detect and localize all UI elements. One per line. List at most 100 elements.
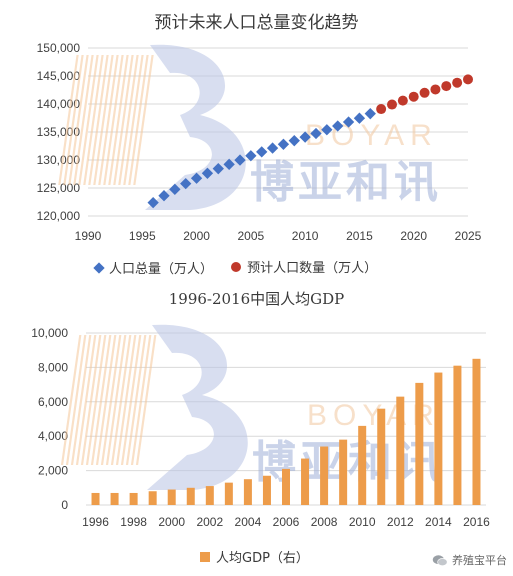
watermark-stripe [68, 55, 89, 185]
data-point-forecast [387, 99, 397, 110]
y-tick-label: 6,000 [38, 395, 68, 409]
bar-gdp [396, 396, 405, 505]
population-legend: 人口总量（万人） 预计人口数量（万人） [93, 257, 391, 277]
watermark-stripe [103, 55, 124, 185]
bar-gdp [167, 489, 176, 505]
data-point-population [256, 146, 268, 158]
watermark-cjk: 博亚和讯 [250, 158, 442, 207]
data-point-population [190, 172, 203, 184]
data-point-forecast [430, 84, 441, 95]
x-tick-label: 2008 [311, 515, 338, 529]
bar-gdp [110, 492, 119, 505]
y-tick-label: 145,000 [37, 69, 81, 83]
data-point-forecast [441, 81, 452, 92]
data-point-forecast [463, 74, 473, 85]
bar-gdp [320, 446, 329, 505]
bar-gdp [129, 492, 138, 505]
bar-gdp [301, 458, 310, 505]
bar-gdp [224, 482, 233, 505]
x-tick-label: 1996 [82, 515, 109, 529]
watermark-stripe [85, 335, 107, 465]
watermark-stripe [70, 335, 92, 465]
watermark-stripe [133, 55, 154, 185]
x-tick-label: 2002 [196, 515, 223, 529]
chart-title-gdp: 1996-2016中国人均GDP [168, 290, 345, 308]
bar-gdp [453, 365, 462, 505]
data-point-forecast [452, 77, 463, 88]
watermark-bird [145, 44, 246, 210]
x-tick-label: 2010 [292, 229, 319, 243]
watermark-stripe [125, 335, 147, 465]
bar-gdp [358, 425, 367, 505]
watermark-stripe [73, 55, 94, 185]
watermark-stripe [98, 55, 119, 185]
watermark-stripe [65, 335, 87, 465]
data-point-forecast [408, 91, 419, 102]
watermark-stripe [135, 335, 157, 465]
watermark-stripe [120, 335, 142, 465]
data-point-population [212, 163, 224, 175]
legend-item-population: 人口总量（万人） [93, 258, 214, 277]
data-point-population [277, 138, 290, 150]
x-tick-label: 2010 [349, 515, 376, 529]
x-tick-label: 2005 [238, 229, 265, 243]
x-tick-label: 2014 [425, 515, 452, 529]
watermark-stripe [63, 55, 84, 185]
x-tick-label: 1990 [75, 229, 102, 243]
y-tick-label: 120,000 [37, 209, 81, 223]
watermark-stripe [93, 55, 114, 185]
bar-gdp [472, 358, 481, 505]
x-tick-label: 1995 [129, 229, 156, 243]
y-tick-label: 135,000 [37, 125, 81, 139]
y-tick-label: 150,000 [37, 41, 81, 55]
watermark-stripe [110, 335, 132, 465]
legend-label-forecast: 预计人口数量（万人） [247, 261, 378, 276]
watermark-stripe [78, 55, 99, 185]
x-tick-label: 2000 [183, 229, 210, 243]
population-chart: 120,000125,000130,000135,000140,000145,0… [37, 41, 482, 243]
watermark-stripe [123, 55, 144, 185]
data-point-population [223, 158, 235, 170]
x-tick-label: 2025 [455, 229, 482, 243]
watermark-bird [147, 324, 248, 490]
bar-gdp [282, 468, 290, 505]
data-point-forecast [397, 95, 408, 106]
wechat-icon [432, 554, 448, 566]
watermark-stripe [128, 55, 149, 185]
watermark-stripe [113, 55, 134, 185]
bar-gdp [415, 382, 424, 505]
x-tick-label: 2000 [158, 515, 185, 529]
x-tick-label: 2006 [273, 515, 300, 529]
legend-diamond-marker [93, 261, 105, 274]
x-tick-label: 2015 [346, 229, 373, 243]
source-credit: 养殖宝平台 [432, 552, 507, 568]
data-point-population [299, 131, 311, 143]
watermark-stripe [58, 55, 79, 185]
watermark-latin: BOYAR [307, 399, 440, 432]
watermark-stripe [88, 55, 109, 185]
data-point-population [169, 183, 181, 195]
gdp-legend: 人均GDP（右） [200, 547, 323, 566]
watermark-stripe [90, 335, 112, 465]
data-point-forecast [376, 104, 387, 115]
bar-gdp [377, 408, 386, 505]
watermark-cjk: 博亚和讯 [252, 438, 444, 487]
gdp-chart: 0 2,000 4,000 6,000 8,000 10,000 BOYAR 博亚和讯 1996… [31, 324, 490, 529]
watermark-stripe [108, 55, 129, 185]
data-point-population [158, 190, 170, 202]
watermark-stripe [80, 335, 102, 465]
data-point-population [180, 177, 192, 190]
y-tick-label: 0 [61, 498, 68, 512]
legend-label-population: 人口总量（万人） [109, 262, 214, 277]
bar-gdp [262, 475, 271, 505]
watermark-stripe [105, 335, 127, 465]
legend-label-gdp: 人均GDP（右） [216, 551, 309, 566]
watermark-stripe [115, 335, 137, 465]
watermark-stripe [60, 335, 82, 465]
bar-gdp [243, 479, 252, 505]
watermark-stripe [118, 55, 139, 185]
watermark-stripe [75, 335, 97, 465]
watermark: BOYAR 博亚和讯 [58, 44, 442, 210]
data-point-population [147, 196, 159, 209]
data-point-population [266, 142, 279, 154]
